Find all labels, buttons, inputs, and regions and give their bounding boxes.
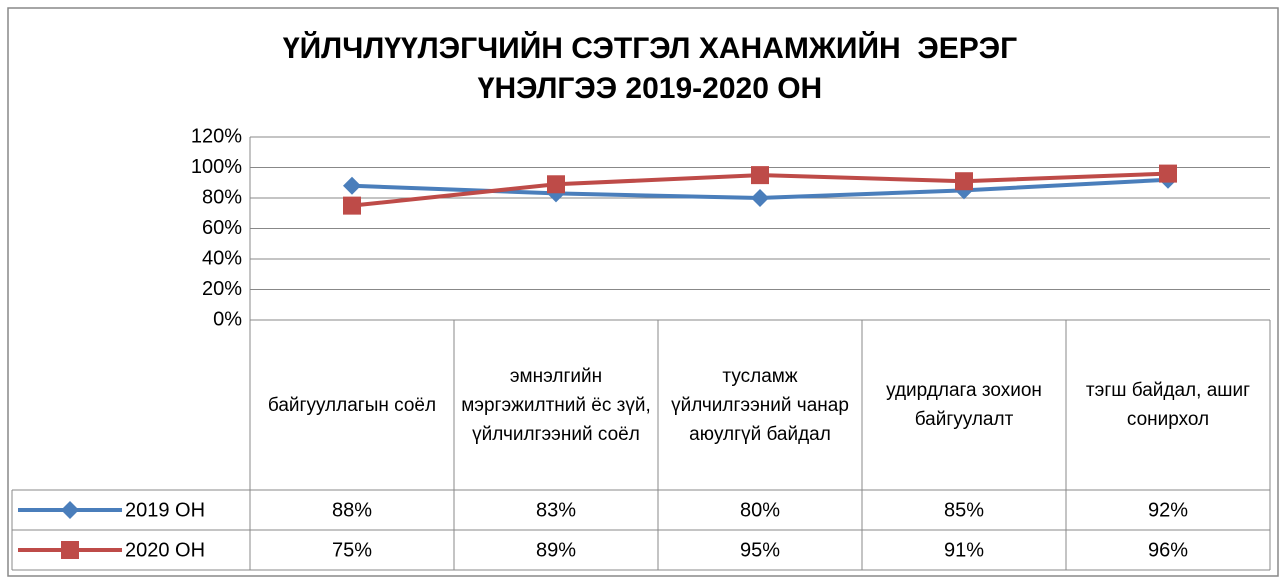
data-label: 95% — [740, 539, 780, 561]
y-tick-label: 100% — [191, 156, 242, 178]
x-tick-label: эмнэлгийн мэргэжилтний ёс зүй, үйлчилгээ… — [461, 365, 651, 445]
y-tick-label: 80% — [202, 186, 242, 208]
legend-label: 2020 ОН — [125, 539, 205, 561]
category-cell: удирдлага зохион байгуулалт — [886, 380, 1042, 430]
y-tick-label: 60% — [202, 217, 242, 239]
category-cell: тусламж үйлчилгээний чанар аюулгүй байда… — [671, 365, 849, 445]
marker — [955, 172, 973, 191]
marker — [751, 189, 769, 207]
data-label: 96% — [1148, 539, 1188, 561]
marker — [751, 166, 769, 185]
data-label: 83% — [536, 499, 576, 521]
y-tick-label: 120% — [191, 125, 242, 147]
x-tick-label: тэгш байдал, ашиг сонирхол — [1085, 380, 1251, 430]
data-label: 88% — [332, 499, 372, 521]
legend-marker — [61, 501, 79, 519]
legend-label: 2019 ОН — [125, 499, 205, 521]
y-tick-label: 0% — [213, 308, 242, 330]
y-tick-label: 40% — [202, 247, 242, 269]
y-tick-label: 20% — [202, 278, 242, 300]
data-label: 85% — [944, 499, 984, 521]
category-cell: тэгш байдал, ашиг сонирхол — [1085, 380, 1251, 430]
marker — [547, 175, 565, 194]
marker — [343, 176, 361, 195]
marker — [343, 196, 361, 215]
data-label: 89% — [536, 539, 576, 561]
legend-marker — [61, 541, 79, 559]
data-label: 80% — [740, 499, 780, 521]
data-label: 91% — [944, 539, 984, 561]
category-cell: байгууллагын соёл — [267, 394, 437, 416]
category-cell: эмнэлгийн мэргэжилтний ёс зүй, үйлчилгээ… — [461, 365, 651, 445]
x-tick-label: тусламж үйлчилгээний чанар аюулгүй байда… — [671, 365, 849, 445]
chart-subtitle: ҮНЭЛГЭЭ 2019-2020 ОН — [478, 72, 822, 105]
marker — [1159, 164, 1177, 183]
x-tick-label: удирдлага зохион байгуулалт — [886, 380, 1042, 430]
data-label: 92% — [1148, 499, 1188, 521]
data-label: 75% — [332, 539, 372, 561]
chart-title: ҮЙЛЧЛҮҮЛЭГЧИЙН СЭТГЭЛ ХАНАМЖИЙН ЭЕРЭГ — [283, 31, 1017, 65]
x-tick-label: байгууллагын соёл — [267, 394, 437, 416]
